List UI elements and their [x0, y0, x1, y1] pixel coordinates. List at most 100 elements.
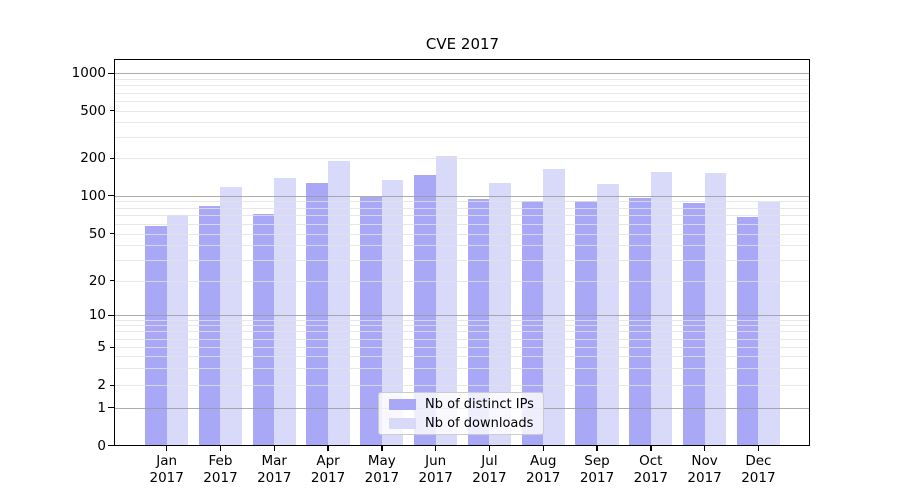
x-tick-label-year: 2017	[418, 470, 453, 486]
chart-title: CVE 2017	[425, 35, 500, 53]
x-tick-label-year: 2017	[633, 470, 668, 486]
x-tick-label-year: 2017	[741, 470, 776, 486]
x-tick-label-month: Aug	[530, 453, 557, 469]
minor-gridline	[114, 110, 810, 112]
bar-downloads	[435, 155, 458, 446]
minor-gridline	[114, 244, 810, 246]
minor-gridline	[114, 356, 810, 358]
minor-gridline	[114, 137, 810, 139]
bar-distinct-ips	[575, 200, 597, 446]
y-tick-mark	[108, 407, 114, 409]
minor-gridline	[114, 319, 810, 321]
x-tick-label-month: Mar	[261, 453, 287, 469]
legend-label-downloads: Nb of downloads	[425, 415, 534, 431]
bar-downloads	[166, 215, 189, 446]
x-tick-label-month: Dec	[745, 453, 772, 469]
minor-gridline	[114, 280, 810, 282]
x-tick-mark	[488, 446, 491, 451]
major-gridline	[114, 73, 810, 75]
bar-downloads	[650, 172, 673, 446]
y-tick-mark	[110, 110, 114, 112]
minor-gridline	[114, 207, 810, 209]
minor-gridline	[114, 85, 810, 87]
y-tick-label: 1	[97, 399, 106, 416]
bar-distinct-ips	[360, 196, 382, 446]
x-tick-label-year: 2017	[364, 470, 400, 486]
minor-gridline	[114, 92, 810, 94]
x-tick-label-month: May	[367, 453, 396, 469]
x-tick-mark	[757, 446, 760, 451]
x-tick-mark	[381, 446, 383, 451]
x-tick-label-year: 2017	[472, 470, 507, 486]
y-tick-label: 500	[80, 102, 106, 119]
bar-distinct-ips	[306, 182, 329, 446]
minor-gridline	[114, 158, 810, 160]
x-tick-mark	[219, 446, 222, 451]
bar-distinct-ips	[252, 213, 275, 446]
y-tick-label: 2	[97, 377, 106, 393]
y-tick-label: 20	[88, 272, 106, 289]
x-tick-label-month: Jun	[425, 453, 447, 469]
x-tick-label-year: 2017	[149, 470, 184, 486]
minor-gridline	[114, 331, 810, 333]
legend-label-distinct-ips: Nb of distinct IPs	[425, 396, 534, 412]
minor-gridline	[114, 223, 810, 225]
x-tick-label-year: 2017	[526, 470, 561, 486]
bar-distinct-ips	[521, 201, 544, 446]
y-tick-label: 5	[97, 339, 106, 355]
y-tick-label: 0	[97, 437, 106, 454]
bar-distinct-ips	[414, 174, 436, 446]
bar-downloads	[328, 161, 350, 446]
x-tick-label-month: Apr	[316, 453, 340, 469]
y-tick-mark	[110, 280, 114, 282]
bar-downloads	[220, 187, 243, 446]
legend-swatch-downloads	[389, 417, 416, 429]
x-tick-label-year: 2017	[687, 470, 722, 486]
bar-downloads	[381, 180, 404, 446]
y-tick-mark	[108, 72, 114, 75]
y-tick-label: 100	[80, 187, 106, 204]
y-tick-mark	[110, 384, 114, 386]
minor-gridline	[114, 325, 810, 327]
minor-gridline	[114, 233, 810, 235]
bar-distinct-ips	[467, 199, 490, 446]
bar-downloads	[597, 183, 619, 446]
y-tick-mark	[110, 233, 114, 235]
legend-swatch-distinct-ips	[389, 398, 416, 410]
x-tick-mark	[596, 446, 598, 451]
major-gridline	[114, 315, 810, 316]
legend: Nb of distinct IPs Nb of downloads	[378, 392, 544, 435]
y-tick-mark	[110, 157, 114, 160]
minor-gridline	[114, 259, 810, 261]
x-tick-label-year: 2017	[257, 470, 292, 486]
y-tick-label: 200	[80, 150, 106, 167]
x-tick-label-year: 2017	[203, 470, 238, 486]
x-tick-label-year: 2017	[579, 470, 615, 486]
x-tick-mark	[650, 446, 652, 451]
minor-gridline	[114, 368, 810, 370]
bar-downloads	[543, 169, 565, 446]
minor-gridline	[114, 347, 810, 348]
x-tick-mark	[166, 446, 168, 451]
minor-gridline	[114, 100, 810, 102]
x-tick-label-month: Jan	[156, 453, 178, 469]
minor-gridline	[114, 215, 810, 217]
x-tick-mark	[435, 446, 437, 451]
bar-downloads	[704, 173, 727, 446]
x-tick-label-month: Feb	[208, 453, 233, 469]
x-tick-label-month: Nov	[691, 453, 718, 469]
x-tick-mark	[704, 446, 706, 451]
y-tick-label: 10	[88, 307, 106, 323]
y-tick-mark	[108, 445, 114, 447]
y-tick-mark	[108, 195, 114, 197]
major-gridline	[114, 195, 810, 197]
minor-gridline	[114, 78, 810, 80]
y-tick-mark	[110, 346, 114, 348]
x-tick-mark	[542, 446, 544, 451]
bar-distinct-ips	[736, 216, 759, 446]
bar-downloads	[489, 183, 512, 446]
legend-entry-distinct-ips: Nb of distinct IPs	[387, 396, 535, 412]
